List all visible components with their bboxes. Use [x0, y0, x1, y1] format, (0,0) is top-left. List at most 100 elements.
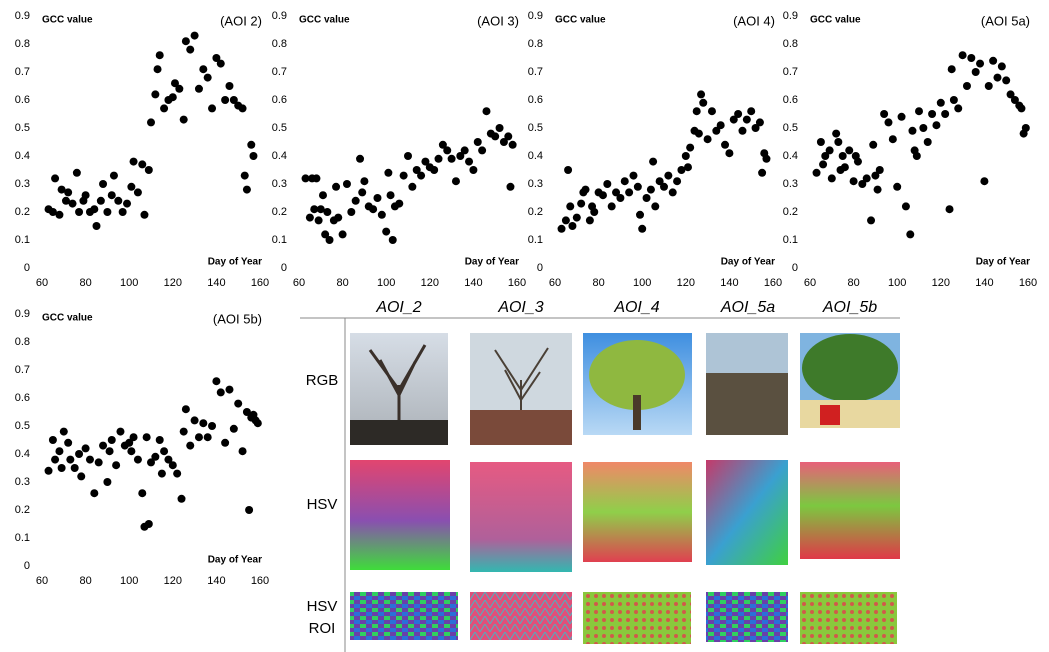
- y-tick-label: 0.3: [15, 178, 30, 190]
- point: [508, 140, 517, 149]
- y-tick-label: 0.2: [528, 206, 543, 218]
- point: [417, 171, 426, 180]
- point: [747, 107, 756, 116]
- point: [816, 138, 825, 146]
- point: [612, 188, 621, 197]
- point: [616, 194, 625, 202]
- point: [954, 104, 963, 113]
- chart: 0 0.1 0.2 0.3 0.4 0.5 0.6 0.7 0.8 0.9 60 80 100 120 14…: [15, 10, 269, 289]
- point: [456, 152, 465, 160]
- image-ground: [350, 420, 448, 445]
- x-tick-label: 60: [804, 277, 816, 289]
- point: [133, 455, 142, 464]
- point: [821, 152, 830, 160]
- point: [716, 121, 725, 130]
- point: [638, 224, 647, 233]
- y-tick-label: 0.1: [15, 234, 30, 246]
- y-tick-label: 0.1: [15, 532, 30, 544]
- x-axis-label: Day of Year: [208, 555, 262, 566]
- point: [160, 447, 169, 456]
- point: [875, 166, 884, 174]
- y-tick-label: 0.7: [15, 66, 30, 78]
- point: [170, 79, 179, 88]
- y-tick-label: 0.3: [783, 178, 798, 190]
- y-tick-label: 0.8: [783, 38, 798, 50]
- y-tick-label: 0.2: [15, 206, 30, 218]
- y-tick-label: 0.8: [272, 38, 287, 50]
- point: [699, 98, 708, 107]
- point: [216, 388, 225, 397]
- chart-title: (AOI 3): [477, 13, 519, 28]
- point: [958, 51, 967, 60]
- y-tick-label: 0.6: [15, 392, 30, 404]
- point: [625, 188, 634, 197]
- rgb-images: [350, 333, 900, 445]
- point: [908, 126, 917, 135]
- point: [849, 177, 858, 186]
- point: [51, 455, 60, 464]
- point: [408, 182, 417, 191]
- y-tick-label: 0.7: [15, 364, 30, 376]
- y-tick-label: 0.8: [15, 38, 30, 50]
- column-label: AOI_5b: [822, 299, 877, 316]
- point: [312, 174, 321, 183]
- point: [465, 157, 474, 166]
- point: [238, 104, 247, 113]
- point: [247, 140, 256, 149]
- point: [153, 65, 162, 74]
- point: [438, 140, 447, 149]
- point: [598, 191, 607, 200]
- y-tick-label: 0.7: [272, 66, 287, 78]
- image-tree: [494, 347, 549, 430]
- point: [103, 478, 112, 486]
- point: [55, 447, 64, 456]
- x-tick-label: 140: [975, 277, 993, 289]
- point: [138, 160, 147, 169]
- y-tick-label: 0.5: [272, 122, 287, 134]
- y-tick-label: 0.9: [15, 10, 30, 22]
- point: [123, 199, 132, 208]
- chart: 0 0.1 0.2 0.3 0.4 0.5 0.6 0.7 0.8 0.9 60 80 100 120 14…: [783, 10, 1037, 289]
- point: [1017, 104, 1026, 113]
- y-tick-label: 0.1: [528, 234, 543, 246]
- point: [61, 196, 70, 205]
- x-tick-label: 100: [633, 277, 651, 289]
- point: [140, 210, 149, 219]
- column-label: AOI_3: [497, 299, 543, 316]
- point: [77, 472, 86, 481]
- point: [651, 202, 660, 211]
- hsv-images: [350, 460, 900, 572]
- point: [138, 489, 147, 498]
- point: [48, 208, 57, 216]
- point: [399, 171, 408, 180]
- point: [59, 427, 68, 436]
- point: [66, 455, 75, 464]
- x-tick-label: 60: [549, 277, 561, 289]
- point: [90, 489, 99, 498]
- chart-title: (AOI 4): [733, 13, 775, 28]
- point: [1002, 76, 1011, 85]
- point: [738, 126, 747, 135]
- point: [871, 171, 880, 180]
- chart: 0 0.1 0.2 0.3 0.4 0.5 0.6 0.7 0.8 0.9 60 80 100 120 14…: [528, 10, 782, 289]
- point: [147, 118, 155, 127]
- point: [99, 441, 108, 450]
- x-axis-label: Day of Year: [721, 257, 775, 268]
- y-tick-label: 0.3: [528, 178, 543, 190]
- point: [190, 31, 199, 40]
- image: [706, 460, 788, 565]
- point: [838, 152, 847, 160]
- image: [470, 462, 572, 572]
- point: [388, 236, 397, 244]
- point: [491, 132, 500, 141]
- point: [901, 202, 910, 211]
- image: [470, 592, 572, 640]
- point: [109, 171, 118, 180]
- point: [729, 115, 738, 124]
- point: [105, 447, 114, 456]
- point: [160, 104, 169, 113]
- point: [557, 224, 566, 233]
- x-tick-label: 160: [508, 277, 526, 289]
- point: [118, 208, 127, 216]
- point: [568, 222, 577, 230]
